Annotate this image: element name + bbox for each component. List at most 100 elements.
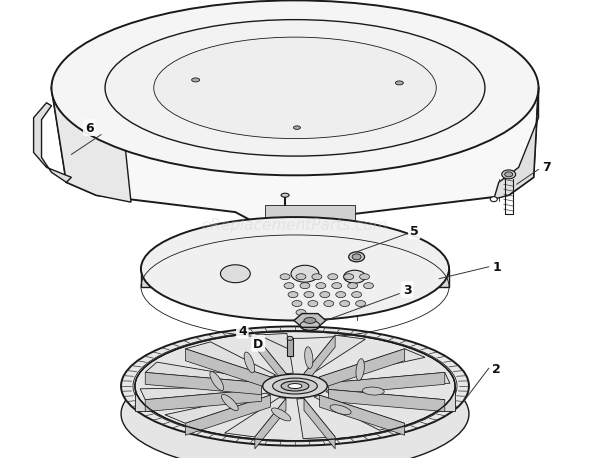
Ellipse shape	[263, 374, 327, 398]
Ellipse shape	[348, 283, 358, 289]
Polygon shape	[265, 206, 355, 228]
Text: 2: 2	[493, 362, 501, 375]
Ellipse shape	[336, 292, 346, 298]
Ellipse shape	[293, 127, 300, 130]
Polygon shape	[145, 390, 261, 412]
Polygon shape	[185, 349, 270, 389]
Ellipse shape	[362, 387, 384, 395]
Ellipse shape	[324, 301, 334, 307]
Polygon shape	[51, 89, 131, 203]
Polygon shape	[304, 336, 335, 386]
Ellipse shape	[349, 252, 365, 262]
Polygon shape	[185, 395, 270, 435]
Ellipse shape	[312, 274, 322, 280]
Ellipse shape	[316, 283, 326, 289]
Polygon shape	[255, 334, 293, 374]
Polygon shape	[297, 399, 335, 439]
Ellipse shape	[304, 292, 314, 298]
Ellipse shape	[320, 292, 330, 298]
Polygon shape	[140, 387, 261, 400]
Ellipse shape	[356, 359, 365, 381]
Ellipse shape	[288, 292, 298, 298]
Polygon shape	[320, 395, 405, 435]
Polygon shape	[329, 373, 450, 386]
Ellipse shape	[273, 378, 317, 394]
Polygon shape	[273, 228, 347, 237]
Ellipse shape	[244, 352, 255, 373]
Ellipse shape	[281, 381, 309, 391]
Ellipse shape	[332, 283, 342, 289]
Ellipse shape	[221, 395, 238, 411]
Ellipse shape	[105, 21, 485, 157]
Polygon shape	[287, 339, 293, 357]
Ellipse shape	[344, 274, 353, 280]
Text: 7: 7	[542, 161, 551, 174]
Text: eReplacementParts.com: eReplacementParts.com	[202, 217, 388, 232]
Ellipse shape	[304, 318, 316, 324]
Polygon shape	[255, 399, 286, 449]
Polygon shape	[494, 89, 539, 200]
Text: 3: 3	[403, 284, 412, 297]
Polygon shape	[225, 397, 286, 437]
Text: 6: 6	[85, 122, 94, 135]
Ellipse shape	[291, 266, 319, 283]
Ellipse shape	[363, 283, 373, 289]
Ellipse shape	[121, 354, 469, 459]
Text: D: D	[253, 337, 263, 350]
Text: 5: 5	[410, 225, 419, 238]
Text: 4: 4	[238, 324, 247, 337]
Ellipse shape	[141, 218, 449, 321]
Ellipse shape	[154, 38, 436, 139]
Ellipse shape	[328, 274, 337, 280]
Polygon shape	[304, 399, 335, 449]
Ellipse shape	[308, 301, 318, 307]
Text: 1: 1	[493, 261, 501, 274]
Ellipse shape	[352, 254, 361, 260]
Ellipse shape	[304, 347, 313, 369]
Ellipse shape	[210, 372, 224, 391]
Polygon shape	[320, 349, 405, 389]
Ellipse shape	[284, 283, 294, 289]
Ellipse shape	[192, 79, 199, 83]
Ellipse shape	[296, 274, 306, 280]
Ellipse shape	[133, 330, 457, 442]
Ellipse shape	[292, 301, 302, 307]
Ellipse shape	[135, 332, 455, 441]
Ellipse shape	[281, 194, 289, 198]
Polygon shape	[320, 349, 425, 379]
Ellipse shape	[300, 283, 310, 289]
Polygon shape	[141, 269, 449, 287]
Polygon shape	[294, 314, 326, 328]
Ellipse shape	[330, 405, 351, 414]
Ellipse shape	[340, 301, 350, 307]
Polygon shape	[185, 342, 276, 377]
Ellipse shape	[360, 274, 369, 280]
Ellipse shape	[121, 327, 469, 446]
Polygon shape	[51, 89, 539, 224]
Ellipse shape	[356, 301, 366, 307]
Polygon shape	[165, 393, 270, 423]
Ellipse shape	[288, 384, 302, 389]
Polygon shape	[304, 336, 365, 375]
Ellipse shape	[504, 173, 513, 178]
Polygon shape	[255, 336, 286, 386]
Polygon shape	[145, 373, 261, 395]
Polygon shape	[135, 386, 455, 411]
Polygon shape	[145, 362, 264, 383]
Ellipse shape	[352, 292, 362, 298]
Ellipse shape	[51, 1, 539, 176]
Polygon shape	[34, 104, 71, 183]
Polygon shape	[314, 395, 405, 430]
Polygon shape	[329, 390, 445, 412]
Ellipse shape	[287, 336, 293, 341]
Ellipse shape	[296, 310, 306, 316]
Ellipse shape	[271, 408, 291, 421]
Ellipse shape	[490, 197, 497, 202]
Ellipse shape	[395, 82, 404, 86]
Polygon shape	[329, 373, 445, 395]
Ellipse shape	[502, 170, 516, 179]
Ellipse shape	[280, 274, 290, 280]
Ellipse shape	[221, 265, 250, 283]
Ellipse shape	[344, 271, 366, 284]
Ellipse shape	[300, 321, 320, 330]
